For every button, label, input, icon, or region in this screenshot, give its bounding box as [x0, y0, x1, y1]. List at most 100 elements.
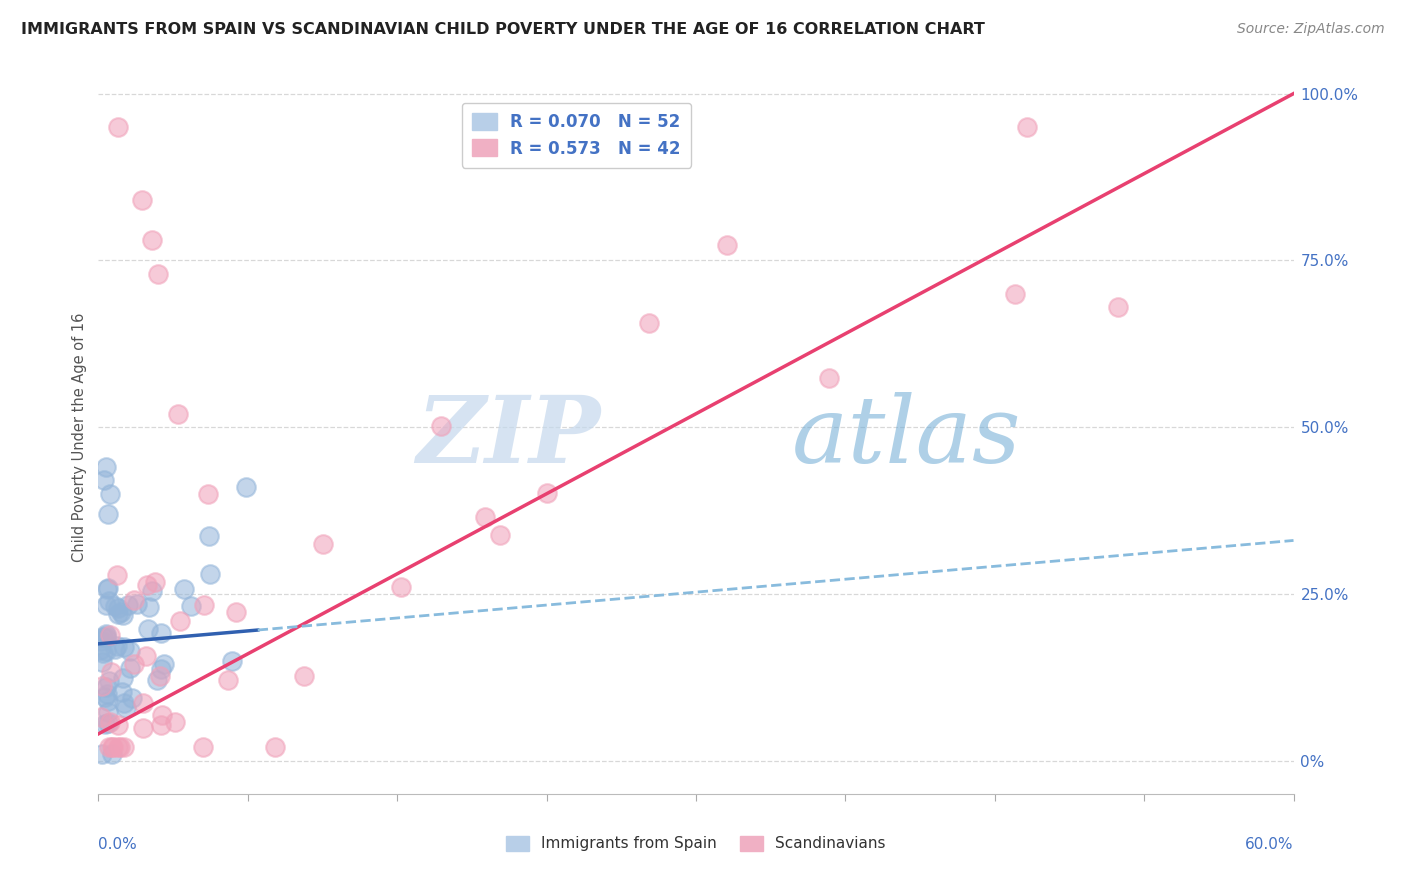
Point [98, 740, 121, 755]
Point [96, 687, 118, 701]
Legend: Immigrants from Spain, Scandinavians: Immigrants from Spain, Scandinavians [501, 830, 891, 857]
Point [104, 599, 127, 614]
Point [111, 608, 134, 623]
Point [104, 642, 127, 657]
Point [818, 371, 841, 385]
Point [180, 599, 202, 614]
Point [94, 690, 117, 705]
Point [536, 486, 558, 500]
Point [221, 654, 243, 668]
Point [90, 747, 112, 761]
Point [1004, 286, 1026, 301]
Point [90, 679, 112, 693]
Point [107, 120, 129, 134]
Point [101, 740, 124, 755]
Point [96, 629, 118, 643]
Y-axis label: Child Poverty Under the Age of 16: Child Poverty Under the Age of 16 [72, 312, 87, 562]
Point [125, 598, 148, 612]
Text: IMMIGRANTS FROM SPAIN VS SCANDINAVIAN CHILD POVERTY UNDER THE AGE OF 16 CORRELAT: IMMIGRANTS FROM SPAIN VS SCANDINAVIAN CH… [21, 22, 986, 37]
Point [143, 574, 166, 589]
Point [94, 680, 117, 694]
Point [101, 740, 124, 755]
Point [173, 582, 195, 596]
Text: 60.0%: 60.0% [1246, 837, 1294, 852]
Point [474, 510, 496, 524]
Point [97, 581, 120, 595]
Point [110, 605, 132, 619]
Point [167, 407, 190, 421]
Point [97, 694, 120, 708]
Point [94, 632, 117, 646]
Point [150, 707, 173, 722]
Point [120, 661, 142, 675]
Point [91, 630, 114, 644]
Point [264, 740, 287, 755]
Point [198, 566, 221, 581]
Point [430, 419, 453, 434]
Point [153, 657, 176, 671]
Point [96, 627, 118, 641]
Point [98, 628, 121, 642]
Point [135, 648, 157, 663]
Point [389, 580, 412, 594]
Point [97, 507, 120, 521]
Point [107, 607, 129, 622]
Point [98, 487, 122, 501]
Point [163, 714, 186, 729]
Point [197, 487, 219, 501]
Point [225, 605, 247, 619]
Point [136, 622, 159, 636]
Point [91, 646, 114, 660]
Point [138, 599, 160, 614]
Point [312, 537, 335, 551]
Point [292, 669, 315, 683]
Point [122, 657, 145, 671]
Point [489, 527, 512, 541]
Point [716, 237, 738, 252]
Point [91, 655, 114, 669]
Point [146, 673, 169, 687]
Point [107, 740, 129, 755]
Point [141, 584, 163, 599]
Point [112, 740, 135, 755]
Point [93, 474, 115, 488]
Point [98, 715, 121, 730]
Point [97, 593, 120, 607]
Point [149, 662, 172, 676]
Point [150, 718, 173, 732]
Point [111, 671, 134, 685]
Point [169, 615, 191, 629]
Point [118, 644, 141, 658]
Point [107, 601, 129, 615]
Point [191, 740, 214, 755]
Point [121, 691, 143, 706]
Point [149, 626, 172, 640]
Text: atlas: atlas [792, 392, 1021, 482]
Point [136, 578, 159, 592]
Point [96, 460, 118, 475]
Point [108, 740, 131, 755]
Point [131, 194, 153, 208]
Point [115, 701, 138, 715]
Point [117, 599, 139, 613]
Point [96, 582, 118, 597]
Point [148, 267, 170, 281]
Point [198, 529, 221, 543]
Point [94, 598, 117, 612]
Point [96, 643, 118, 657]
Point [94, 717, 117, 731]
Point [124, 593, 146, 607]
Point [97, 716, 120, 731]
Point [101, 747, 124, 761]
Point [105, 639, 128, 653]
Point [235, 480, 257, 494]
Point [1017, 120, 1039, 134]
Point [100, 665, 122, 680]
Point [132, 696, 155, 710]
Text: Source: ZipAtlas.com: Source: ZipAtlas.com [1237, 22, 1385, 37]
Point [149, 669, 172, 683]
Point [1107, 300, 1129, 314]
Point [105, 567, 128, 582]
Point [90, 634, 112, 648]
Point [97, 674, 120, 689]
